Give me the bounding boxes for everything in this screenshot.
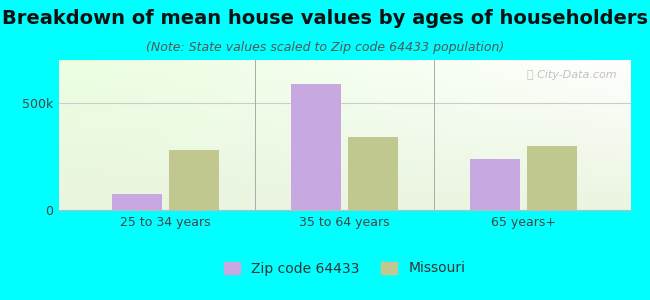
Text: ⓘ City-Data.com: ⓘ City-Data.com [526, 70, 616, 80]
Bar [291, 84, 341, 210]
Legend: Zip code 64433, Missouri: Zip code 64433, Missouri [218, 256, 471, 281]
Text: (Note: State values scaled to Zip code 64433 population): (Note: State values scaled to Zip code 6… [146, 40, 504, 53]
Bar [469, 159, 519, 210]
Bar [169, 150, 220, 210]
Bar [112, 194, 162, 210]
Text: Breakdown of mean house values by ages of householders: Breakdown of mean house values by ages o… [2, 9, 648, 28]
Bar [527, 146, 577, 210]
Bar [348, 137, 398, 210]
